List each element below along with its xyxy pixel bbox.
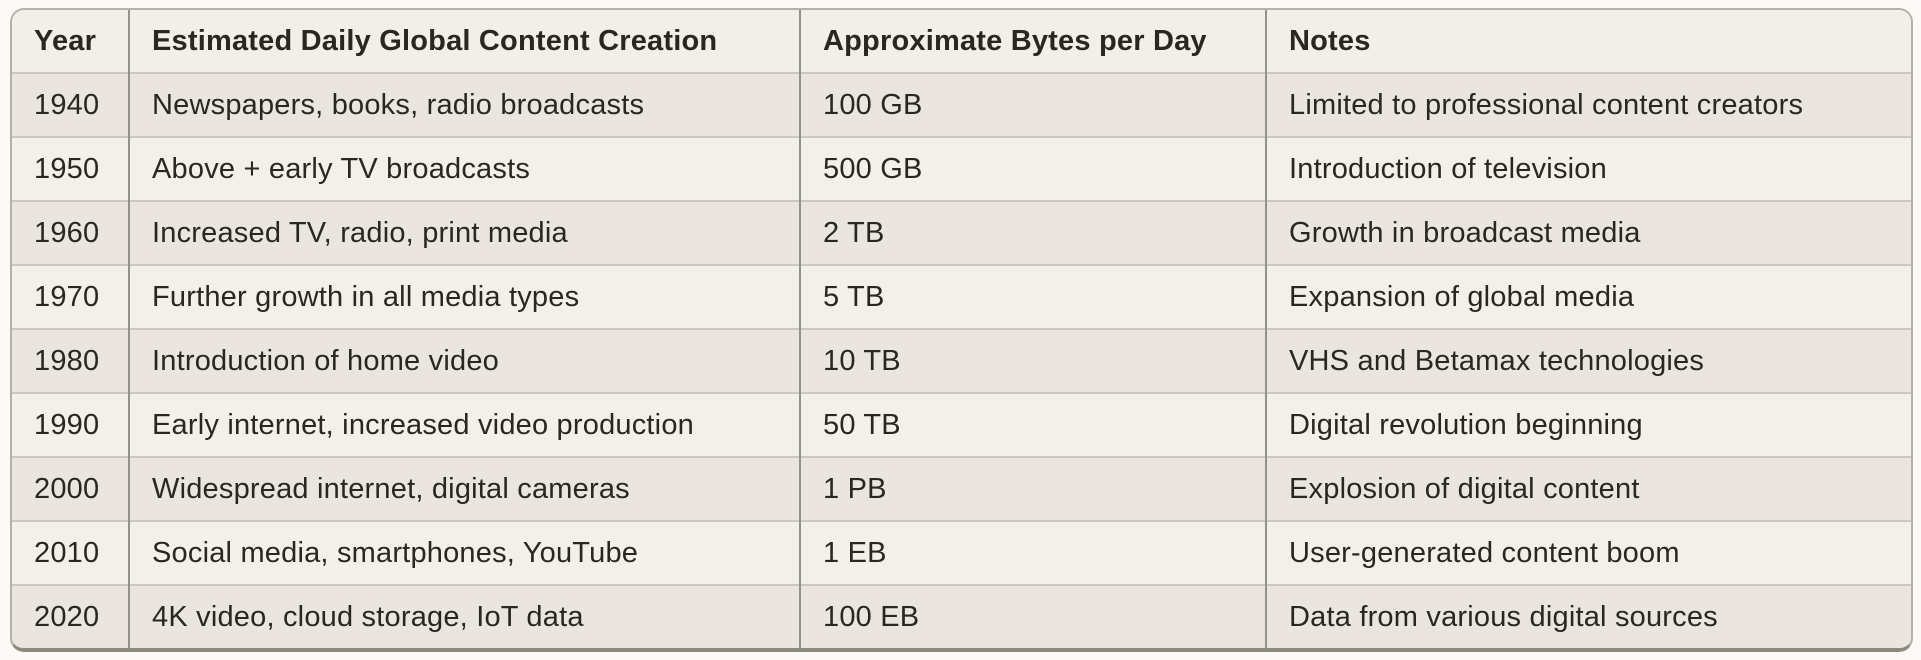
table-row-1940: 1940 Newspapers, books, radio broadcasts… — [12, 72, 1911, 137]
cell-bytes-per-day: 500 GB — [799, 136, 1266, 201]
cell-notes: Limited to professional content creators — [1265, 72, 1911, 137]
content-creation-table: Year Estimated Daily Global Content Crea… — [12, 10, 1911, 648]
cell-content-creation: Above + early TV broadcasts — [128, 136, 800, 201]
cell-notes: Explosion of digital content — [1265, 456, 1911, 521]
cell-bytes-per-day: 100 EB — [799, 584, 1266, 648]
cell-content-creation: 4K video, cloud storage, IoT data — [128, 584, 800, 648]
header-row: Year Estimated Daily Global Content Crea… — [12, 10, 1911, 73]
cell-bytes-per-day: 50 TB — [799, 392, 1266, 457]
cell-year: 1990 — [12, 392, 129, 457]
cell-year: 1970 — [12, 264, 129, 329]
table-row-1990: 1990 Early internet, increased video pro… — [12, 392, 1911, 457]
cell-notes: Introduction of television — [1265, 136, 1911, 201]
cell-bytes-per-day: 1 EB — [799, 520, 1266, 585]
column-header-bytes-per-day: Approximate Bytes per Day — [799, 10, 1266, 73]
cell-content-creation: Social media, smartphones, YouTube — [128, 520, 800, 585]
cell-notes: Expansion of global media — [1265, 264, 1911, 329]
cell-notes: User-generated content boom — [1265, 520, 1911, 585]
cell-content-creation: Further growth in all media types — [128, 264, 800, 329]
cell-notes: Growth in broadcast media — [1265, 200, 1911, 265]
cell-content-creation: Increased TV, radio, print media — [128, 200, 800, 265]
table-row-1980: 1980 Introduction of home video 10 TB VH… — [12, 328, 1911, 393]
cell-content-creation: Widespread internet, digital cameras — [128, 456, 800, 521]
cell-notes: Data from various digital sources — [1265, 584, 1911, 648]
cell-notes: VHS and Betamax technologies — [1265, 328, 1911, 393]
cell-bytes-per-day: 100 GB — [799, 72, 1266, 137]
cell-year: 2000 — [12, 456, 129, 521]
column-header-notes: Notes — [1265, 10, 1911, 73]
table-row-2010: 2010 Social media, smartphones, YouTube … — [12, 520, 1911, 585]
cell-year: 1940 — [12, 72, 129, 137]
cell-content-creation: Early internet, increased video producti… — [128, 392, 800, 457]
cell-year: 2010 — [12, 520, 129, 585]
cell-bytes-per-day: 1 PB — [799, 456, 1266, 521]
cell-year: 1950 — [12, 136, 129, 201]
table-container: Year Estimated Daily Global Content Crea… — [10, 8, 1913, 652]
cell-year: 1960 — [12, 200, 129, 265]
cell-bytes-per-day: 10 TB — [799, 328, 1266, 393]
column-header-year: Year — [12, 10, 129, 73]
cell-bytes-per-day: 5 TB — [799, 264, 1266, 329]
cell-content-creation: Introduction of home video — [128, 328, 800, 393]
table-row-2020: 2020 4K video, cloud storage, IoT data 1… — [12, 584, 1911, 648]
table-row-2000: 2000 Widespread internet, digital camera… — [12, 456, 1911, 521]
table-row-1960: 1960 Increased TV, radio, print media 2 … — [12, 200, 1911, 265]
cell-year: 1980 — [12, 328, 129, 393]
cell-year: 2020 — [12, 584, 129, 648]
column-header-content-creation: Estimated Daily Global Content Creation — [128, 10, 800, 73]
cell-content-creation: Newspapers, books, radio broadcasts — [128, 72, 800, 137]
table-row-1950: 1950 Above + early TV broadcasts 500 GB … — [12, 136, 1911, 201]
table-row-1970: 1970 Further growth in all media types 5… — [12, 264, 1911, 329]
cell-bytes-per-day: 2 TB — [799, 200, 1266, 265]
cell-notes: Digital revolution beginning — [1265, 392, 1911, 457]
